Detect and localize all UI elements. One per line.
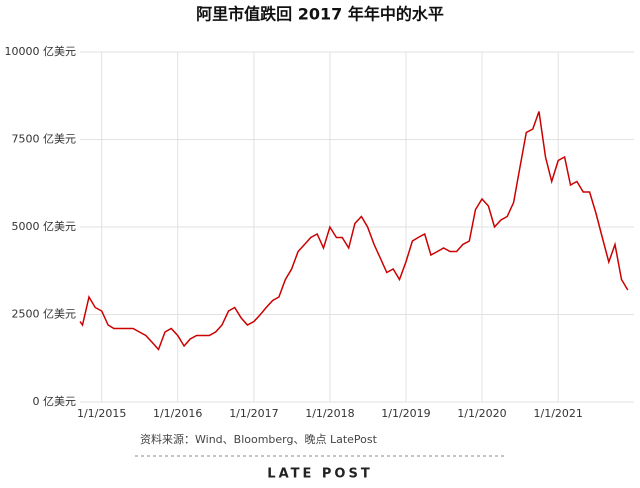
source-note: 资料来源：Wind、Bloomberg、晚点 LatePost — [140, 432, 378, 446]
x-tick-label: 1/1/2018 — [305, 407, 354, 420]
y-tick-label: 5000 亿美元 — [12, 220, 77, 233]
x-tick-label: 1/1/2016 — [153, 407, 202, 420]
x-tick-label: 1/1/2021 — [533, 407, 582, 420]
y-tick-label: 0 亿美元 — [33, 395, 77, 408]
x-tick-label: 1/1/2015 — [77, 407, 126, 420]
y-tick-label: 10000 亿美元 — [5, 45, 77, 58]
chart-title: 阿里市值跌回 2017 年年中的水平 — [196, 5, 444, 24]
y-tick-label: 2500 亿美元 — [12, 308, 77, 321]
x-tick-label: 1/1/2019 — [381, 407, 430, 420]
brand-logo: LATE POST — [267, 467, 372, 482]
data-line — [79, 111, 629, 351]
x-tick-label: 1/1/2017 — [229, 407, 278, 420]
y-tick-label: 7500 亿美元 — [12, 133, 77, 146]
x-tick-label: 1/1/2020 — [457, 407, 506, 420]
